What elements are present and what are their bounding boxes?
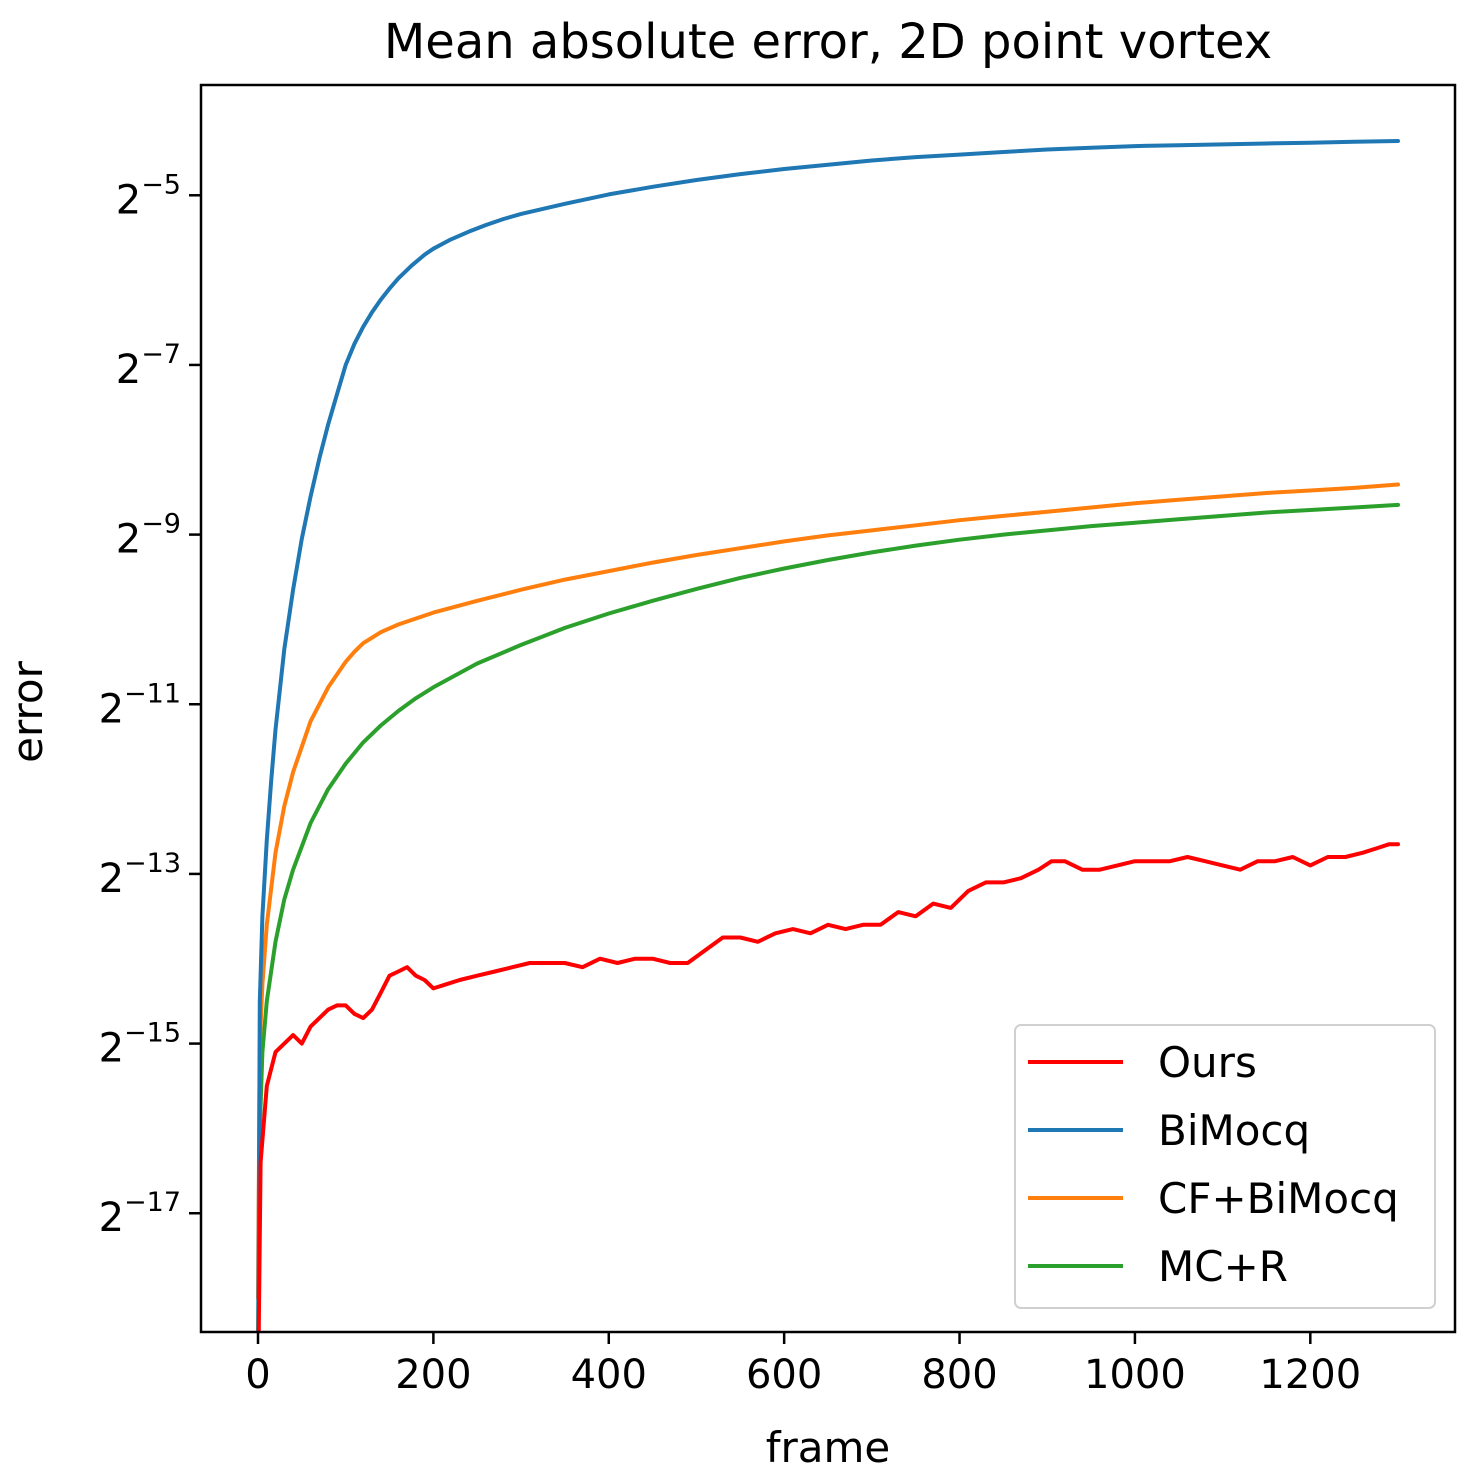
y-tick-label: 2−15 [99, 1018, 181, 1072]
legend-label-bimocq: BiMocq [1158, 1106, 1310, 1155]
y-tick-label: 2−11 [99, 678, 181, 732]
y-axis-label: error [3, 660, 52, 762]
series-line-mc-r [256, 502, 1400, 1332]
y-tick-label: 2−17 [99, 1187, 181, 1241]
x-tick-label: 200 [395, 1352, 471, 1398]
legend-label-mc-r: MC+R [1158, 1242, 1288, 1291]
legend-box [1014, 1024, 1436, 1309]
series-line-ours [256, 842, 1400, 1332]
series-layer [256, 139, 1400, 1332]
x-tick-label: 400 [571, 1352, 647, 1398]
y-tick-label: 2−5 [116, 169, 181, 223]
legend-label-ours: Ours [1158, 1038, 1257, 1087]
chart-title: Mean absolute error, 2D point vortex [384, 14, 1272, 70]
plot-frame [199, 83, 1457, 1334]
x-axis: 0 200 400 600 800 1000 1200 [245, 1332, 1361, 1398]
series-line-bimocq [256, 139, 1400, 1332]
legend: Ours BiMocq CF+BiMocq MC+R [1014, 1024, 1436, 1309]
y-tick-label: 2−9 [116, 509, 181, 563]
x-axis-label: frame [766, 1423, 891, 1472]
y-tick-label: 2−13 [99, 848, 181, 902]
x-tick-label: 1200 [1259, 1352, 1361, 1398]
y-axis: 2−5 2−7 2−9 2−11 2−13 2−15 2−17 [99, 169, 201, 1241]
x-tick-label: 600 [746, 1352, 822, 1398]
x-tick-label: 1000 [1084, 1352, 1186, 1398]
legend-label-cf-bimocq: CF+BiMocq [1158, 1174, 1399, 1223]
y-tick-label: 2−7 [116, 339, 181, 393]
x-tick-label: 800 [921, 1352, 997, 1398]
x-tick-label: 0 [245, 1352, 270, 1398]
series-line-cf-bimocq [256, 482, 1400, 1301]
